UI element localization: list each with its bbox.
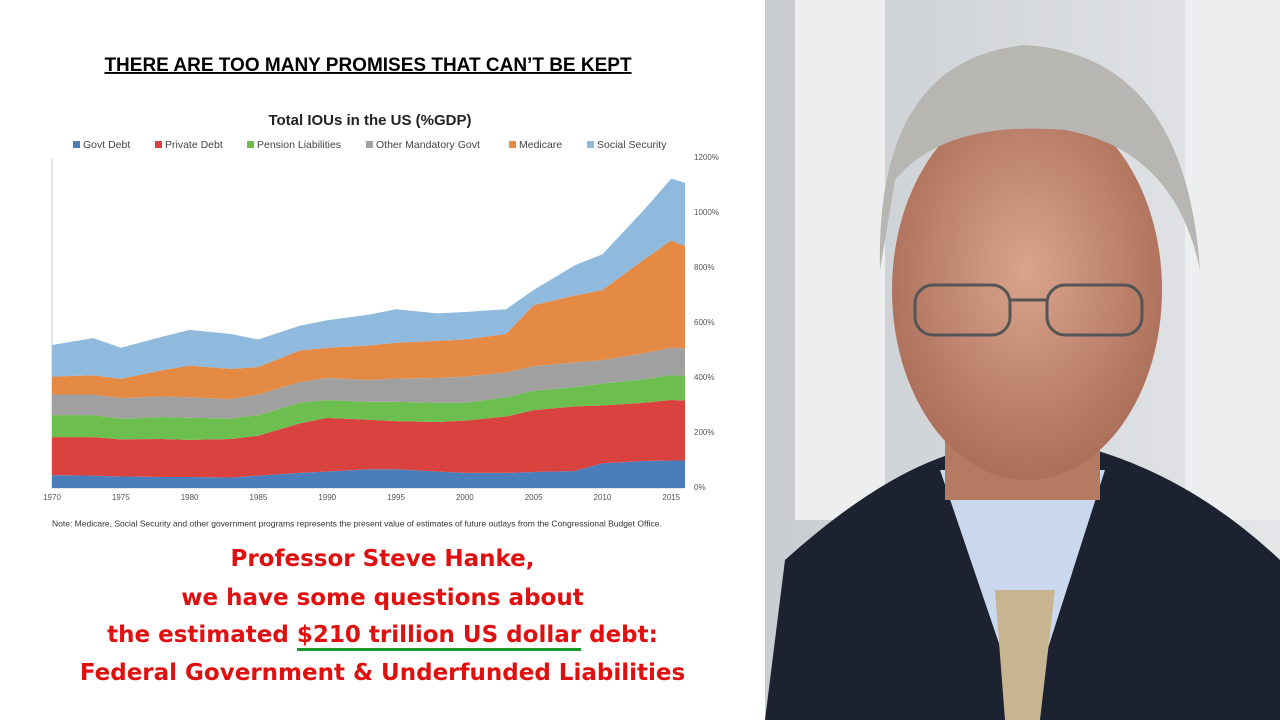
x-tick-label: 1990 <box>318 493 336 502</box>
y-tick-label: 800% <box>694 263 714 272</box>
y-tick-label: 0% <box>694 483 706 492</box>
portrait-photo <box>765 0 1280 720</box>
caption-line: we have some questions about <box>181 585 584 611</box>
chart-title: Total IOUs in the US (%GDP) <box>268 112 471 129</box>
legend-label: Govt Debt <box>83 139 130 151</box>
x-tick-label: 2000 <box>456 493 474 502</box>
x-tick-label: 1985 <box>250 493 268 502</box>
legend-swatch <box>155 141 162 148</box>
hair <box>879 45 1200 270</box>
caption-text: debt: <box>589 622 658 648</box>
legend-label: Pension Liabilities <box>257 139 341 151</box>
area <box>52 460 685 488</box>
legend-label: Other Mandatory Govt <box>376 139 480 151</box>
legend-swatch <box>587 141 594 148</box>
y-tick-label: 1000% <box>694 208 719 217</box>
area <box>52 400 685 478</box>
x-tick-label: 1975 <box>112 493 130 502</box>
x-tick-label: 2005 <box>525 493 543 502</box>
glasses <box>1045 283 1144 337</box>
chart-note: Note: Medicare, Social Security and othe… <box>52 518 662 528</box>
x-tick-label: 1995 <box>387 493 405 502</box>
caption-line: the estimated $210 trillion US dollar de… <box>0 622 765 651</box>
header-title: THERE ARE TOO MANY PROMISES THAT CAN’T B… <box>104 55 632 76</box>
legend-label: Medicare <box>519 139 562 151</box>
area <box>52 347 685 419</box>
area <box>52 240 685 400</box>
y-tick-label: 1200% <box>694 153 719 162</box>
x-tick-label: 1980 <box>181 493 199 502</box>
legend-swatch <box>73 141 80 148</box>
caption-line: Professor Steve Hanke, <box>230 546 535 572</box>
caption-line: Federal Government & Underfunded Liabili… <box>79 660 686 686</box>
calendar <box>1185 0 1280 520</box>
glasses <box>913 283 1012 337</box>
y-tick-label: 400% <box>694 373 714 382</box>
legend-swatch <box>247 141 254 148</box>
legend-swatch <box>366 141 373 148</box>
area <box>52 375 685 440</box>
x-tick-label: 1970 <box>43 493 61 502</box>
x-tick-label: 2010 <box>594 493 612 502</box>
face <box>892 100 1162 480</box>
caption-text: the estimated <box>107 622 289 648</box>
calendar <box>795 0 885 520</box>
area <box>52 178 685 379</box>
caption-highlight: $210 trillion US dollar <box>296 622 582 651</box>
y-tick-label: 600% <box>694 318 714 327</box>
x-tick-label: 2015 <box>662 493 680 502</box>
y-tick-label: 200% <box>694 428 714 437</box>
tie <box>995 590 1055 720</box>
legend-label: Private Debt <box>165 139 223 151</box>
legend-label: Social Security <box>597 139 667 151</box>
chart: THERE ARE TOO MANY PROMISES THAT CAN’T B… <box>43 55 719 528</box>
legend-swatch <box>509 141 516 148</box>
